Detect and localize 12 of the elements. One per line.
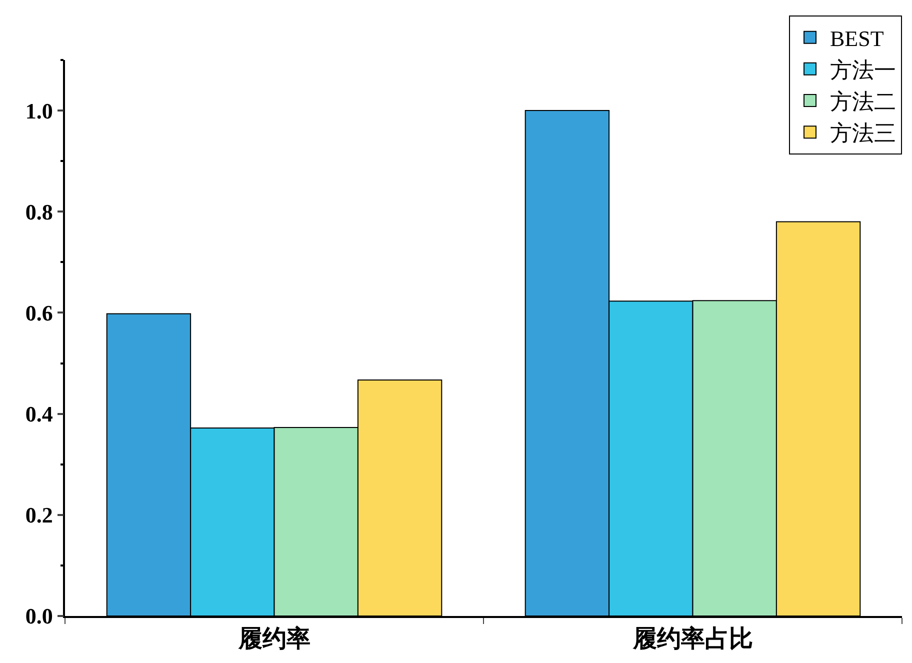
y-tick-label: 0.0 — [25, 604, 53, 629]
legend-label: 方法二 — [830, 89, 896, 114]
y-tick-label: 0.6 — [25, 300, 53, 326]
y-tick-label: 1.0 — [25, 98, 53, 124]
x-tick-label: 履约率 — [237, 626, 310, 653]
legend-label: 方法三 — [830, 120, 896, 146]
legend-label: BEST — [830, 26, 884, 51]
y-tick-label: 0.2 — [25, 502, 53, 528]
legend-label: 方法一 — [830, 58, 896, 82]
y-tick-label: 0.4 — [25, 402, 53, 427]
x-tick-label: 履约率占比 — [632, 626, 753, 653]
y-tick-label: 0.8 — [25, 199, 53, 224]
